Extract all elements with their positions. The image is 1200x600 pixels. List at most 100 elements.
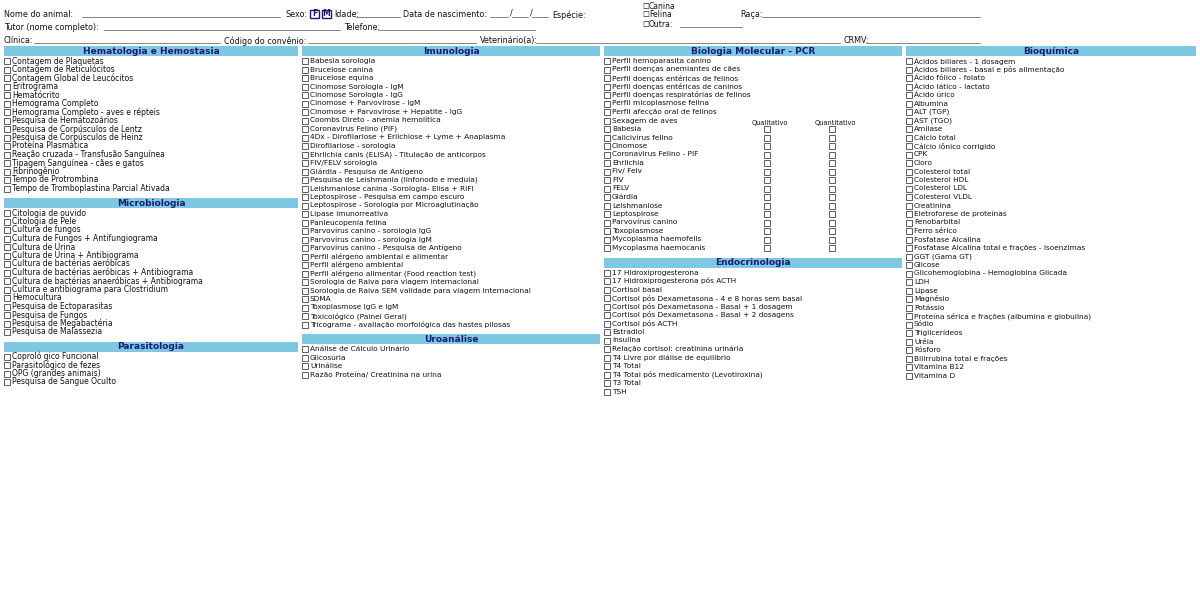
Bar (906, 75, 912, 81)
Bar (302, 355, 308, 361)
Text: Pesquisa de Corpúsculos de Heinz: Pesquisa de Corpúsculos de Heinz (12, 133, 143, 142)
Bar (604, 151, 610, 157)
Bar (906, 67, 912, 73)
Text: Cultura de bactérias anaeróbicas + Antibiograma: Cultura de bactérias anaeróbicas + Antib… (12, 276, 203, 286)
Text: Cultura de fungos: Cultura de fungos (12, 226, 80, 235)
Bar (604, 46, 902, 56)
Bar (302, 75, 308, 81)
Bar (322, 10, 331, 18)
Bar (4, 379, 10, 385)
Text: Fiv/ Felv: Fiv/ Felv (612, 169, 642, 175)
Text: Pesquisa de Malassezia: Pesquisa de Malassezia (12, 328, 102, 337)
Text: Cortisol pós Dexametasona - Basal + 1 dosagem: Cortisol pós Dexametasona - Basal + 1 do… (612, 303, 793, 310)
Text: Pesquisa de Hematozoários: Pesquisa de Hematozoários (12, 116, 118, 125)
Bar (302, 363, 308, 369)
Bar (829, 143, 835, 149)
Bar (302, 271, 308, 277)
Text: Tempo de Protrombina: Tempo de Protrombina (12, 175, 98, 185)
Text: Sorologia de Raiva SEM validade para viagem internacional: Sorologia de Raiva SEM validade para via… (310, 287, 530, 293)
Bar (604, 278, 610, 284)
Bar (829, 134, 835, 140)
Bar (302, 279, 308, 285)
Bar (302, 220, 308, 226)
Bar (302, 169, 308, 175)
Bar (604, 109, 610, 115)
Text: Toxicológico (Painel Geral): Toxicológico (Painel Geral) (310, 312, 407, 320)
Text: Clínica:: Clínica: (4, 36, 34, 45)
Text: Cultura de bactérias aeróbicas: Cultura de bactérias aeróbicas (12, 259, 130, 269)
Text: Uréia: Uréia (914, 338, 934, 344)
Text: Telefone:: Telefone: (344, 23, 380, 32)
Bar (829, 220, 835, 226)
Bar (4, 118, 10, 124)
Bar (829, 202, 835, 208)
Bar (302, 143, 308, 149)
Text: Pesquisa de Megabactéria: Pesquisa de Megabactéria (12, 319, 113, 328)
Text: Espécie:: Espécie: (552, 10, 586, 19)
Bar (906, 220, 912, 226)
Bar (764, 202, 770, 208)
Text: Perfil doenças entéricas de caninos: Perfil doenças entéricas de caninos (612, 83, 742, 90)
Bar (764, 134, 770, 140)
Text: Razão Proteína/ Creatinina na urina: Razão Proteína/ Creatinina na urina (310, 371, 442, 378)
Bar (764, 211, 770, 217)
Bar (302, 334, 600, 344)
Text: Parasitologia: Parasitologia (118, 342, 185, 351)
Bar (906, 194, 912, 200)
Bar (764, 177, 770, 183)
Text: CRMV:: CRMV: (844, 36, 870, 45)
Text: Mycoplasma haemocanis: Mycoplasma haemocanis (612, 245, 706, 251)
Text: GGT (Gama GT): GGT (Gama GT) (914, 253, 972, 260)
Bar (604, 143, 610, 149)
Bar (604, 228, 610, 234)
Text: Parasitológico de fezes: Parasitológico de fezes (12, 360, 100, 370)
Text: Cultura de Fungos + Antifungiograma: Cultura de Fungos + Antifungiograma (12, 234, 157, 243)
Bar (906, 262, 912, 268)
Text: Cinomose + Parvovirose + Hepatite - IgG: Cinomose + Parvovirose + Hepatite - IgG (310, 109, 462, 115)
Text: Ácido lático - lactato: Ácido lático - lactato (914, 83, 990, 90)
Bar (906, 151, 912, 157)
Bar (604, 355, 610, 361)
Bar (4, 109, 10, 115)
Text: Toxoplasmose: Toxoplasmose (612, 228, 664, 234)
Bar (906, 109, 912, 115)
Bar (764, 160, 770, 166)
Text: Fenobarbital: Fenobarbital (914, 220, 960, 226)
Bar (906, 118, 912, 124)
Bar (829, 245, 835, 251)
Text: Contagem de Reticulócitos: Contagem de Reticulócitos (12, 65, 115, 74)
Text: Data de nascimento:: Data de nascimento: (403, 10, 487, 19)
Bar (4, 329, 10, 335)
Text: Creatinina: Creatinina (914, 202, 952, 208)
Text: Nome do animal:: Nome do animal: (4, 10, 73, 19)
Bar (829, 151, 835, 157)
Bar (604, 194, 610, 200)
Text: ☐: ☐ (642, 20, 649, 29)
Text: Perfil alérgeno ambiental e alimentar: Perfil alérgeno ambiental e alimentar (310, 253, 448, 260)
Text: M: M (323, 10, 330, 19)
Text: Outra:: Outra: (649, 20, 673, 29)
Text: CPK: CPK (914, 151, 929, 157)
Text: Análise de Cálculo Urinário: Análise de Cálculo Urinário (310, 346, 409, 352)
Text: Contagem Global de Leucócitos: Contagem Global de Leucócitos (12, 73, 133, 83)
Text: Fósforo: Fósforo (914, 347, 941, 353)
Text: Cortisol pós Dexametasona - 4 e 8 horas sem basal: Cortisol pós Dexametasona - 4 e 8 horas … (612, 295, 802, 301)
Bar (604, 211, 610, 217)
Bar (604, 160, 610, 166)
Bar (604, 295, 610, 301)
Bar (4, 126, 10, 132)
Bar (604, 134, 610, 140)
Bar (302, 151, 308, 157)
Text: Tutor (nome completo):: Tutor (nome completo): (4, 23, 98, 32)
Bar (906, 228, 912, 234)
Bar (4, 177, 10, 183)
Text: Sorologia de Raiva para viagem internacional: Sorologia de Raiva para viagem internaci… (310, 279, 479, 285)
Bar (604, 202, 610, 208)
Bar (604, 312, 610, 318)
Text: Lipase: Lipase (914, 287, 937, 293)
Bar (302, 287, 308, 293)
Bar (764, 126, 770, 132)
Bar (604, 67, 610, 73)
Text: Glicose: Glicose (914, 262, 941, 268)
Bar (906, 185, 912, 191)
